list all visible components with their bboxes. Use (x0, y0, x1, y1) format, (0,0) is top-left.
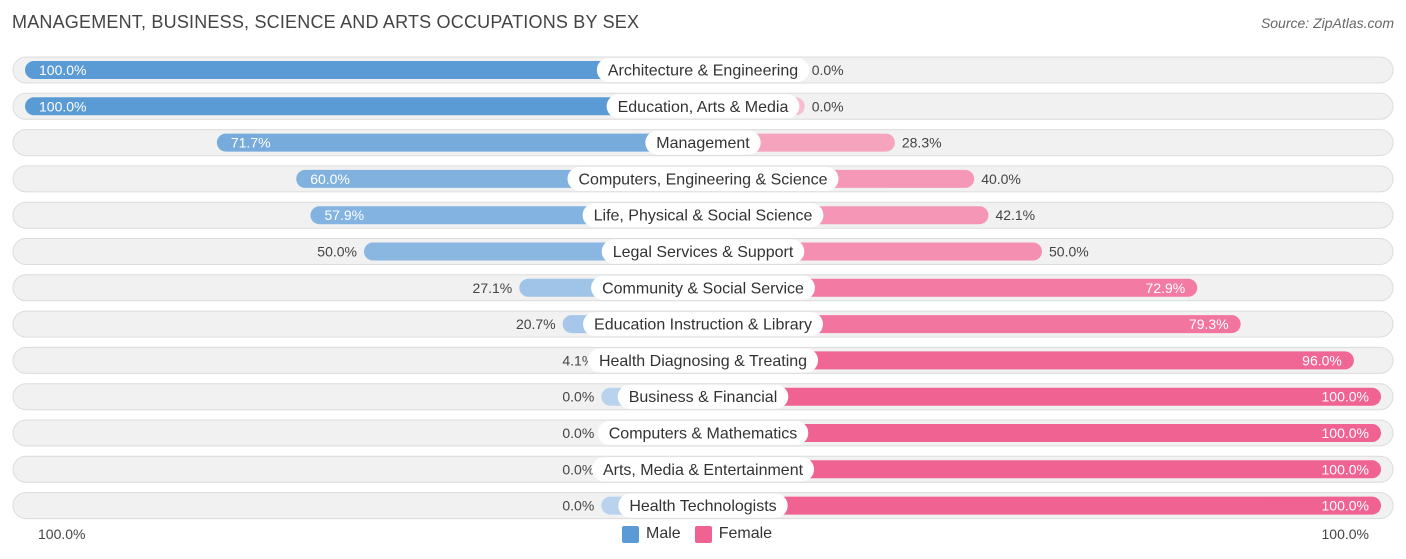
value-label-male: 27.1% (473, 280, 513, 296)
category-label-box (596, 58, 810, 82)
value-label-female: 0.0% (812, 98, 844, 114)
value-label-female: 79.3% (1189, 316, 1229, 332)
chart-row: 0.0% 100.0% Business & Financial (12, 383, 1394, 411)
category-label-box (645, 130, 761, 155)
bar-male (25, 97, 703, 116)
axis-left-label: 100.0% (38, 526, 86, 542)
chart-row: 20.7% 79.3% Education Instruction & Librar… (12, 310, 1394, 338)
value-label-female: 100.0% (1322, 498, 1369, 514)
value-label-male: 4.1% (562, 352, 594, 368)
chart-row: 4.1% 96.0% Health Diagnosing & Treating (12, 346, 1394, 374)
value-label-male: 20.7% (516, 316, 556, 332)
chart-row: 27.1% 72.9% Community & Social Service (12, 274, 1394, 302)
chart-row: 0.0% 100.0% Computers & Mathematics (12, 419, 1394, 447)
chart-row: 0.0% 100.0% Arts, Media & Entertainment (12, 455, 1394, 483)
value-label-female: 42.1% (995, 207, 1035, 223)
category-label: Computers, Engineering & Science (578, 171, 827, 188)
value-label-female: 50.0% (1049, 244, 1089, 260)
category-label-box (617, 384, 789, 409)
category-label: Community & Social Service (602, 280, 804, 297)
value-label-male: 0.0% (562, 461, 594, 477)
category-label-box (618, 493, 788, 518)
category-label: Architecture & Engineering (608, 63, 798, 80)
bar-female (703, 387, 1381, 406)
value-label-male: 50.0% (317, 244, 357, 260)
value-label-female: 40.0% (981, 171, 1021, 187)
chart-row: 60.0% 40.0% Computers, Engineering & Scien… (12, 165, 1394, 193)
value-label-male: 57.9% (324, 207, 364, 223)
category-label: Legal Services & Support (613, 244, 794, 261)
value-label-female: 100.0% (1322, 425, 1369, 441)
value-label-male: 100.0% (39, 62, 86, 78)
value-label-female: 100.0% (1322, 461, 1369, 477)
value-label-female: 96.0% (1302, 352, 1342, 368)
category-label-box (597, 421, 809, 445)
value-label-female: 72.9% (1146, 280, 1186, 296)
axis-right-label: 100.0% (1321, 526, 1369, 542)
legend: Male Female (622, 525, 786, 543)
category-label: Business & Financial (629, 389, 778, 406)
category-label-box (591, 275, 815, 300)
legend-item-male: Male (622, 525, 681, 543)
legend-swatch-female (694, 525, 712, 543)
value-label-male: 0.0% (562, 425, 594, 441)
bar-female (703, 496, 1381, 515)
legend-label-female: Female (718, 525, 773, 542)
chart-row: 100.0% 0.0% Education, Arts & Media (12, 92, 1394, 120)
chart-row: 100.0% 0.0% Architecture & Engineering (12, 56, 1394, 84)
category-label: Management (656, 135, 750, 152)
chart-row: 50.0% 50.0% Legal Services & Support (12, 238, 1394, 265)
legend-item-female: Female (694, 525, 773, 543)
bar-male (216, 133, 703, 152)
category-label-box (582, 203, 824, 228)
chart-row: 57.9% 42.1% Life, Physical & Social Scienc… (12, 201, 1394, 229)
value-label-female: 100.0% (1322, 389, 1369, 405)
chart-title: MANAGEMENT, BUSINESS, SCIENCE AND ARTS O… (12, 12, 640, 32)
value-label-female: 28.3% (902, 135, 942, 151)
category-label-box (567, 166, 839, 191)
chart-row: 71.7% 28.3% Management (12, 129, 1394, 157)
category-label: Education Instruction & Library (594, 317, 812, 334)
category-label: Life, Physical & Social Science (594, 208, 813, 225)
source-note: Source: ZipAtlas.com (1260, 15, 1394, 31)
legend-label-male: Male (646, 525, 681, 542)
category-label-box (601, 239, 805, 264)
bar-male (25, 61, 703, 79)
category-label-box (587, 348, 819, 373)
bar-female (703, 315, 1241, 334)
bar-female (703, 351, 1354, 370)
value-label-female: 0.0% (812, 62, 844, 78)
value-label-male: 71.7% (231, 135, 271, 151)
category-label-box (606, 94, 800, 119)
value-label-male: 0.0% (562, 498, 594, 514)
legend-swatch-male (622, 525, 639, 543)
category-label: Education, Arts & Media (618, 99, 789, 116)
category-label-box (583, 312, 823, 337)
category-label: Arts, Media & Entertainment (603, 462, 804, 479)
value-label-male: 0.0% (562, 389, 594, 405)
category-label: Health Diagnosing & Treating (599, 353, 807, 370)
bar-female (703, 460, 1381, 479)
chart-row: 0.0% 100.0% Health Technologists (12, 492, 1394, 520)
category-label-box (591, 457, 815, 482)
bar-female (703, 278, 1198, 297)
category-label: Health Technologists (629, 498, 776, 515)
value-label-male: 100.0% (39, 98, 86, 114)
category-label: Computers & Mathematics (609, 426, 798, 443)
bar-female (703, 424, 1381, 442)
value-label-male: 60.0% (310, 171, 350, 187)
